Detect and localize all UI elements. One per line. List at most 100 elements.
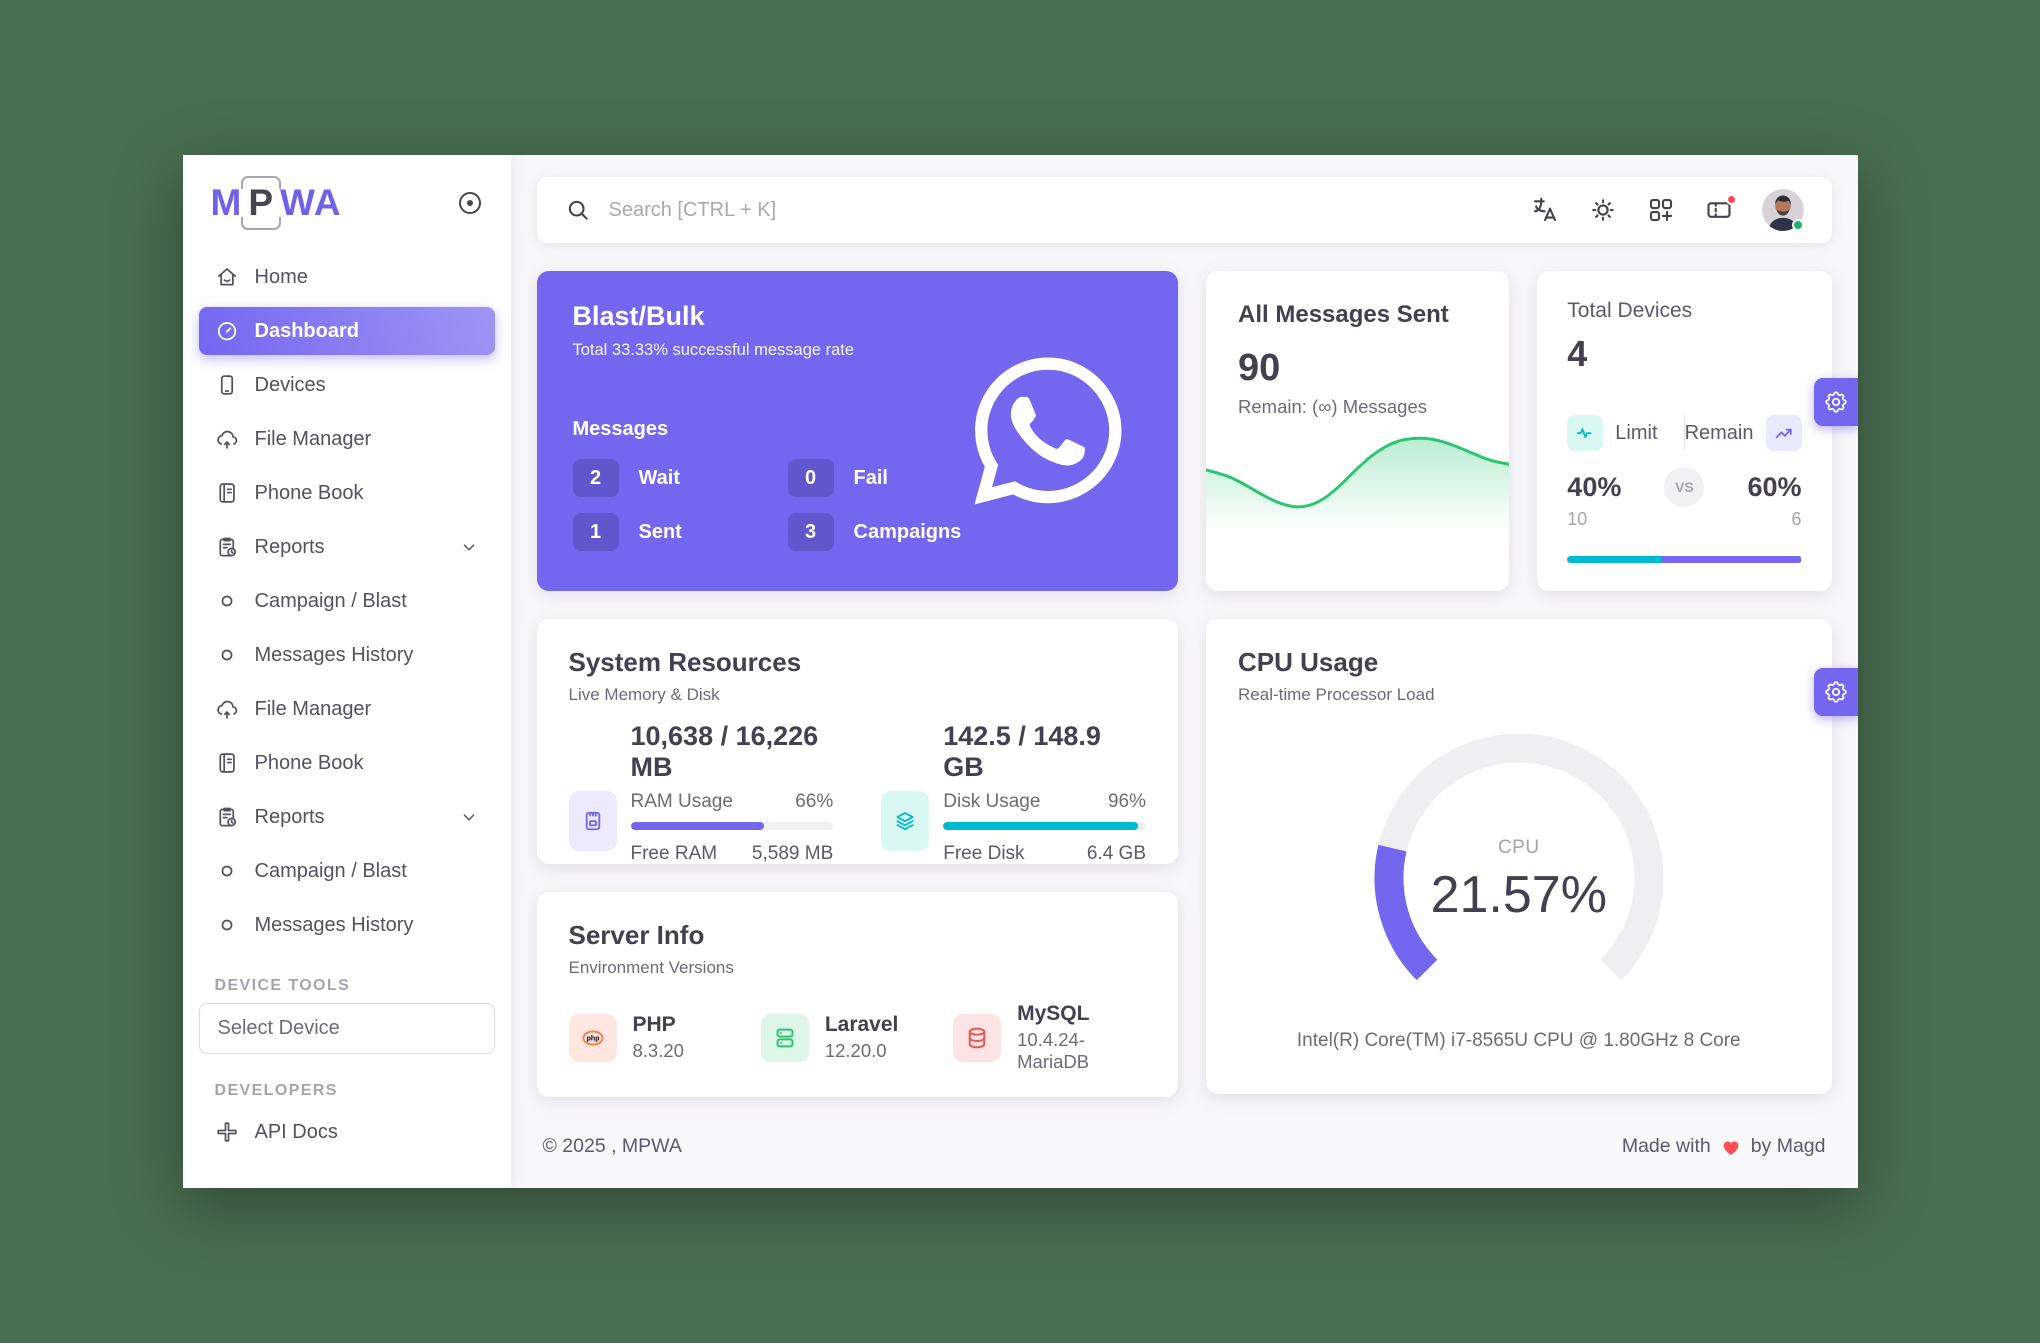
sidebar-nav: Home Dashboard Devices File Manager Phon… bbox=[183, 247, 511, 1188]
stat-wait-value: 2 bbox=[572, 459, 619, 497]
customizer-gear-button[interactable] bbox=[1813, 378, 1858, 426]
user-avatar[interactable] bbox=[1761, 189, 1804, 231]
remain-legend: Remain bbox=[1685, 415, 1802, 451]
processor-info: Intel(R) Core(TM) i7-8565U CPU @ 1.80GHz… bbox=[1296, 1030, 1741, 1051]
sidebar-subitem-messages-history[interactable]: Messages History bbox=[199, 631, 495, 679]
php-icon: php bbox=[568, 1013, 617, 1062]
cpu-gauge: CPU 21.57% bbox=[1238, 705, 1799, 1030]
stat-campaigns: 3 Campaigns bbox=[787, 513, 1048, 551]
ram-progress-bar bbox=[630, 822, 834, 830]
search-icon bbox=[568, 200, 588, 220]
topbar bbox=[536, 177, 1832, 243]
blast-card-subtitle: Total 33.33% successful message rate bbox=[572, 341, 855, 359]
remain-percentage: 60% bbox=[1747, 471, 1802, 502]
cpu-settings-gear-button[interactable] bbox=[1813, 668, 1858, 716]
free-ram-value: 5,589 MB bbox=[751, 843, 834, 864]
report-clipboard-icon bbox=[218, 537, 236, 557]
address-book-icon bbox=[218, 753, 235, 773]
laravel-version-item: Laravel 12.20.0 bbox=[760, 1002, 953, 1073]
section-heading-device-tools: DEVICE TOOLS bbox=[214, 977, 351, 994]
logo-part-p: P bbox=[241, 176, 281, 230]
sidebar-subitem-messages-history-2[interactable]: Messages History bbox=[199, 901, 495, 949]
shortcuts-grid-icon[interactable] bbox=[1646, 195, 1676, 225]
server-stack-icon bbox=[760, 1013, 809, 1062]
disk-usage-pct: 96% bbox=[1107, 791, 1147, 812]
app-window: M P WA Home Dashboard Devices bbox=[182, 155, 1858, 1188]
server-info-title: Server Info bbox=[568, 920, 705, 950]
sidebar-item-phone-book[interactable]: Phone Book bbox=[199, 469, 495, 517]
sidebar-pin-toggle-icon[interactable] bbox=[455, 188, 485, 218]
disk-usage-value: 142.5 / 148.9 GB bbox=[943, 721, 1101, 782]
circle-bullet-icon bbox=[221, 865, 232, 877]
cloud-upload-icon bbox=[216, 700, 237, 719]
server-info-subtitle: Environment Versions bbox=[568, 958, 734, 977]
section-heading-developers: DEVELOPERS bbox=[214, 1082, 338, 1099]
stat-sent-value: 1 bbox=[572, 513, 619, 551]
sidebar-item-home[interactable]: Home bbox=[199, 253, 495, 301]
chevron-down-icon bbox=[463, 544, 474, 551]
online-status-dot bbox=[1791, 219, 1804, 231]
api-cross-icon bbox=[216, 1122, 237, 1142]
sidebar-item-reports[interactable]: Reports bbox=[199, 523, 495, 571]
logo-part-wa: WA bbox=[280, 182, 342, 223]
report-clipboard-icon bbox=[218, 807, 236, 827]
dashboard-gauge-icon bbox=[217, 322, 236, 341]
stat-fail: 0 Fail bbox=[787, 459, 1048, 497]
devices-progress-bar bbox=[1567, 556, 1802, 563]
mysql-version: 10.4.24-MariaDB bbox=[1017, 1029, 1090, 1072]
language-icon[interactable] bbox=[1530, 195, 1560, 225]
vs-badge: VS bbox=[1664, 467, 1705, 507]
whatsapp-icon bbox=[964, 347, 1132, 515]
blast-stats: 2 Wait 0 Fail 1 Sent bbox=[572, 459, 1143, 551]
free-ram-label: Free RAM bbox=[630, 843, 718, 864]
laravel-name: Laravel bbox=[824, 1013, 899, 1036]
stat-fail-value: 0 bbox=[787, 459, 834, 497]
limit-label: Limit bbox=[1615, 421, 1658, 444]
app-logo[interactable]: M P WA bbox=[211, 176, 342, 230]
sidebar-item-api-docs[interactable]: API Docs bbox=[199, 1108, 495, 1156]
blast-bulk-card: Blast/Bulk Total 33.33% successful messa… bbox=[536, 271, 1179, 591]
svg-text:php: php bbox=[586, 1035, 599, 1042]
sidebar-item-file-manager-2[interactable]: File Manager bbox=[199, 685, 495, 733]
sidebar-subitem-campaign-blast[interactable]: Campaign / Blast bbox=[199, 577, 495, 625]
chevron-down-icon bbox=[463, 814, 474, 821]
limit-legend: Limit bbox=[1567, 415, 1683, 451]
notifications-ticket-icon[interactable] bbox=[1704, 194, 1737, 225]
sidebar-item-phone-book-2[interactable]: Phone Book bbox=[199, 739, 495, 787]
circle-bullet-icon bbox=[221, 595, 232, 607]
system-resources-card: System Resources Live Memory & Disk 10,6… bbox=[536, 619, 1179, 865]
php-version-item: php PHP 8.3.20 bbox=[568, 1002, 761, 1073]
ram-column: 10,638 / 16,226 MB RAM Usage 66% bbox=[568, 721, 834, 865]
cpu-usage-title: CPU Usage bbox=[1238, 647, 1379, 677]
remain-trend-icon bbox=[1765, 415, 1802, 451]
total-devices-count: 4 bbox=[1567, 333, 1588, 374]
smartphone-icon bbox=[220, 375, 233, 395]
disk-column: 142.5 / 148.9 GB Disk Usage 96% bbox=[881, 721, 1147, 865]
ram-usage-value: 10,638 / 16,226 MB bbox=[630, 721, 819, 782]
total-devices-title: Total Devices bbox=[1567, 299, 1693, 322]
search-box[interactable] bbox=[565, 197, 1530, 223]
search-input[interactable] bbox=[608, 198, 1029, 222]
blast-messages-label: Messages bbox=[572, 418, 669, 440]
stat-sent-label: Sent bbox=[638, 520, 682, 543]
sidebar-item-reports-2[interactable]: Reports bbox=[199, 793, 495, 841]
sidebar-item-dashboard[interactable]: Dashboard bbox=[198, 307, 495, 355]
sidebar-item-file-manager[interactable]: File Manager bbox=[199, 415, 495, 463]
circle-bullet-icon bbox=[221, 649, 232, 661]
cpu-percentage: 21.57% bbox=[1430, 865, 1607, 924]
stat-wait: 2 Wait bbox=[572, 459, 788, 497]
system-resources-title: System Resources bbox=[568, 647, 802, 677]
laravel-version: 12.20.0 bbox=[824, 1040, 887, 1061]
sidebar-header: M P WA bbox=[183, 175, 511, 230]
notification-badge-dot bbox=[1725, 194, 1737, 205]
server-info-card: Server Info Environment Versions php PHP… bbox=[536, 892, 1179, 1097]
sidebar-subitem-campaign-blast-2[interactable]: Campaign / Blast bbox=[199, 847, 495, 895]
remain-label: Remain bbox=[1684, 421, 1754, 444]
theme-sun-icon[interactable] bbox=[1588, 195, 1618, 225]
stat-campaigns-label: Campaigns bbox=[853, 520, 962, 543]
home-icon bbox=[217, 268, 236, 286]
select-device-dropdown[interactable]: Select Device bbox=[198, 1003, 495, 1054]
php-version: 8.3.20 bbox=[632, 1040, 684, 1061]
sidebar-item-devices[interactable]: Devices bbox=[199, 361, 495, 409]
